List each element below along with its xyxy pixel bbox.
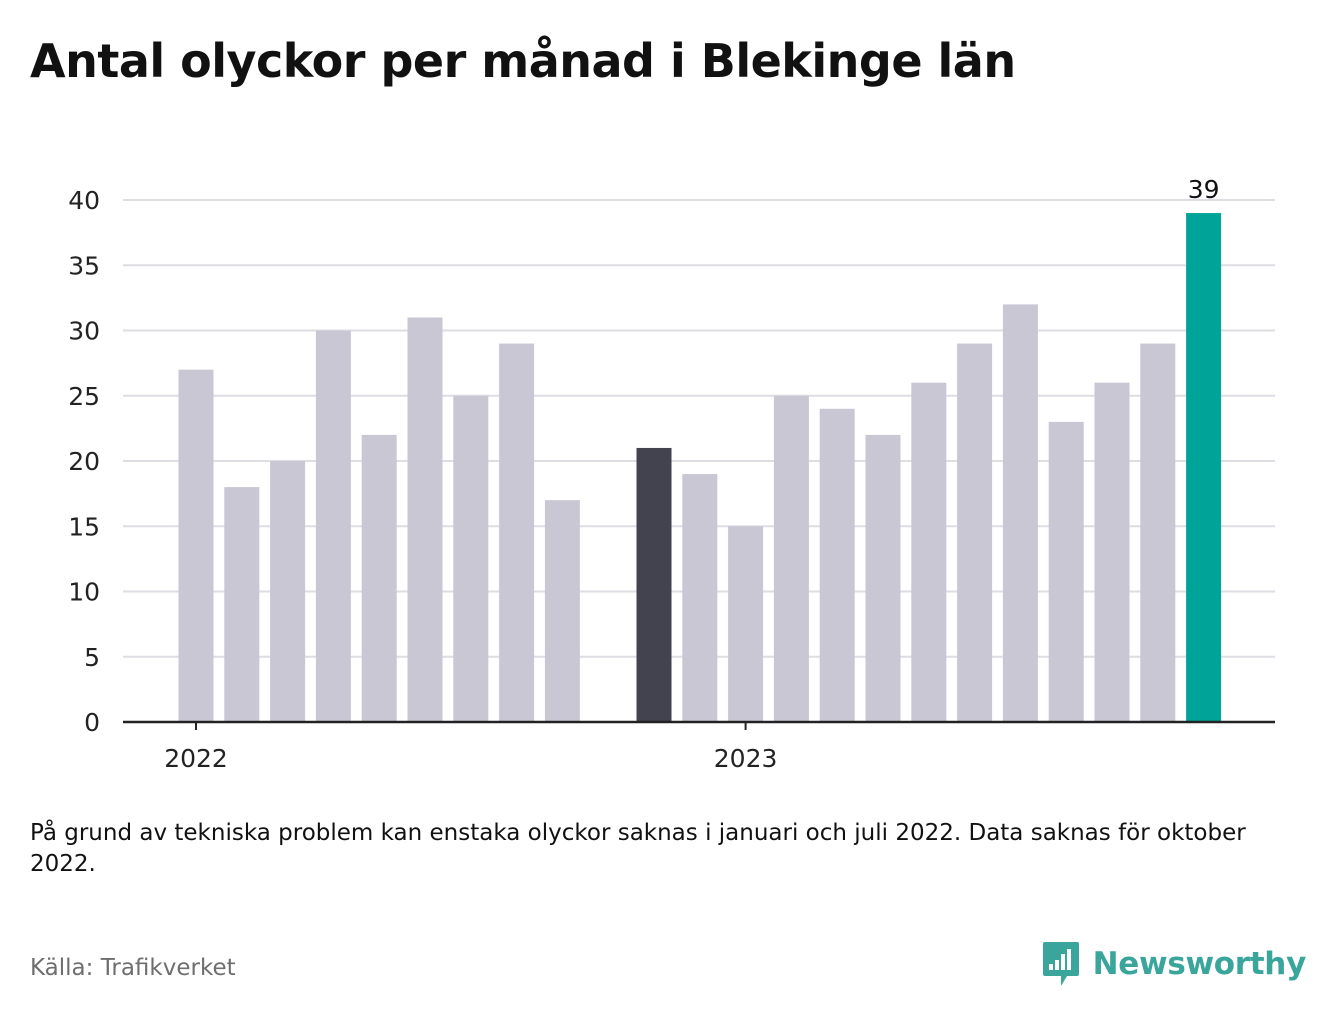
bar-chart: 0 5 10 15 20 25 30 35 40 2022 2023 39 bbox=[68, 175, 1275, 773]
bar-2023-02 bbox=[773, 395, 809, 722]
bar-2023-07 bbox=[1002, 304, 1038, 722]
y-tick-label: 25 bbox=[68, 382, 100, 411]
y-tick-label: 10 bbox=[68, 578, 100, 607]
x-axis-tick-labels: 2022 2023 bbox=[164, 722, 777, 773]
bar-2023-10 bbox=[1140, 343, 1176, 722]
bar-2022-02 bbox=[224, 487, 260, 722]
bar-2023-03 bbox=[819, 408, 855, 722]
brand-name: Newsworthy bbox=[1092, 946, 1307, 982]
bar-2023-11 bbox=[1186, 213, 1222, 723]
y-tick-label: 0 bbox=[84, 708, 100, 737]
x-tick-label: 2023 bbox=[714, 744, 778, 773]
y-axis-tick-labels: 0 5 10 15 20 25 30 35 40 bbox=[68, 186, 100, 737]
y-tick-label: 15 bbox=[68, 512, 100, 541]
y-tick-label: 35 bbox=[68, 251, 100, 280]
bar-2022-09 bbox=[544, 500, 580, 722]
bar-2023-05 bbox=[911, 382, 947, 722]
bar-2023-01 bbox=[728, 526, 764, 722]
brand-logo[interactable]: Newsworthy bbox=[1041, 940, 1306, 988]
data-labels: 39 bbox=[1188, 175, 1220, 204]
bars bbox=[178, 213, 1222, 723]
source-credit: Källa: Trafikverket bbox=[30, 955, 236, 981]
bar-2022-11 bbox=[636, 447, 672, 722]
bar-2022-07 bbox=[453, 395, 489, 722]
bar-2022-04 bbox=[315, 330, 351, 722]
bar-chart-speech-bubble-icon bbox=[1042, 942, 1079, 986]
bar-2022-12 bbox=[682, 474, 718, 722]
bar-2023-06 bbox=[957, 343, 993, 722]
chart-footnote: På grund av tekniska problem kan enstaka… bbox=[30, 820, 1246, 877]
y-tick-label: 5 bbox=[84, 643, 100, 672]
y-tick-label: 30 bbox=[68, 317, 100, 346]
bar-2023-08 bbox=[1048, 421, 1084, 722]
y-tick-label: 40 bbox=[68, 186, 100, 215]
bar-2022-08 bbox=[499, 343, 535, 722]
bar-2022-06 bbox=[407, 317, 443, 722]
data-label: 39 bbox=[1188, 175, 1220, 204]
bar-2022-01 bbox=[178, 369, 214, 722]
y-tick-label: 20 bbox=[68, 447, 100, 476]
x-tick-label: 2022 bbox=[164, 744, 228, 773]
chart-title: Antal olyckor per månad i Blekinge län bbox=[30, 34, 1016, 88]
bar-2023-09 bbox=[1094, 382, 1130, 722]
bar-2022-03 bbox=[270, 461, 306, 722]
bar-2023-04 bbox=[865, 434, 901, 722]
bar-2022-05 bbox=[361, 434, 397, 722]
